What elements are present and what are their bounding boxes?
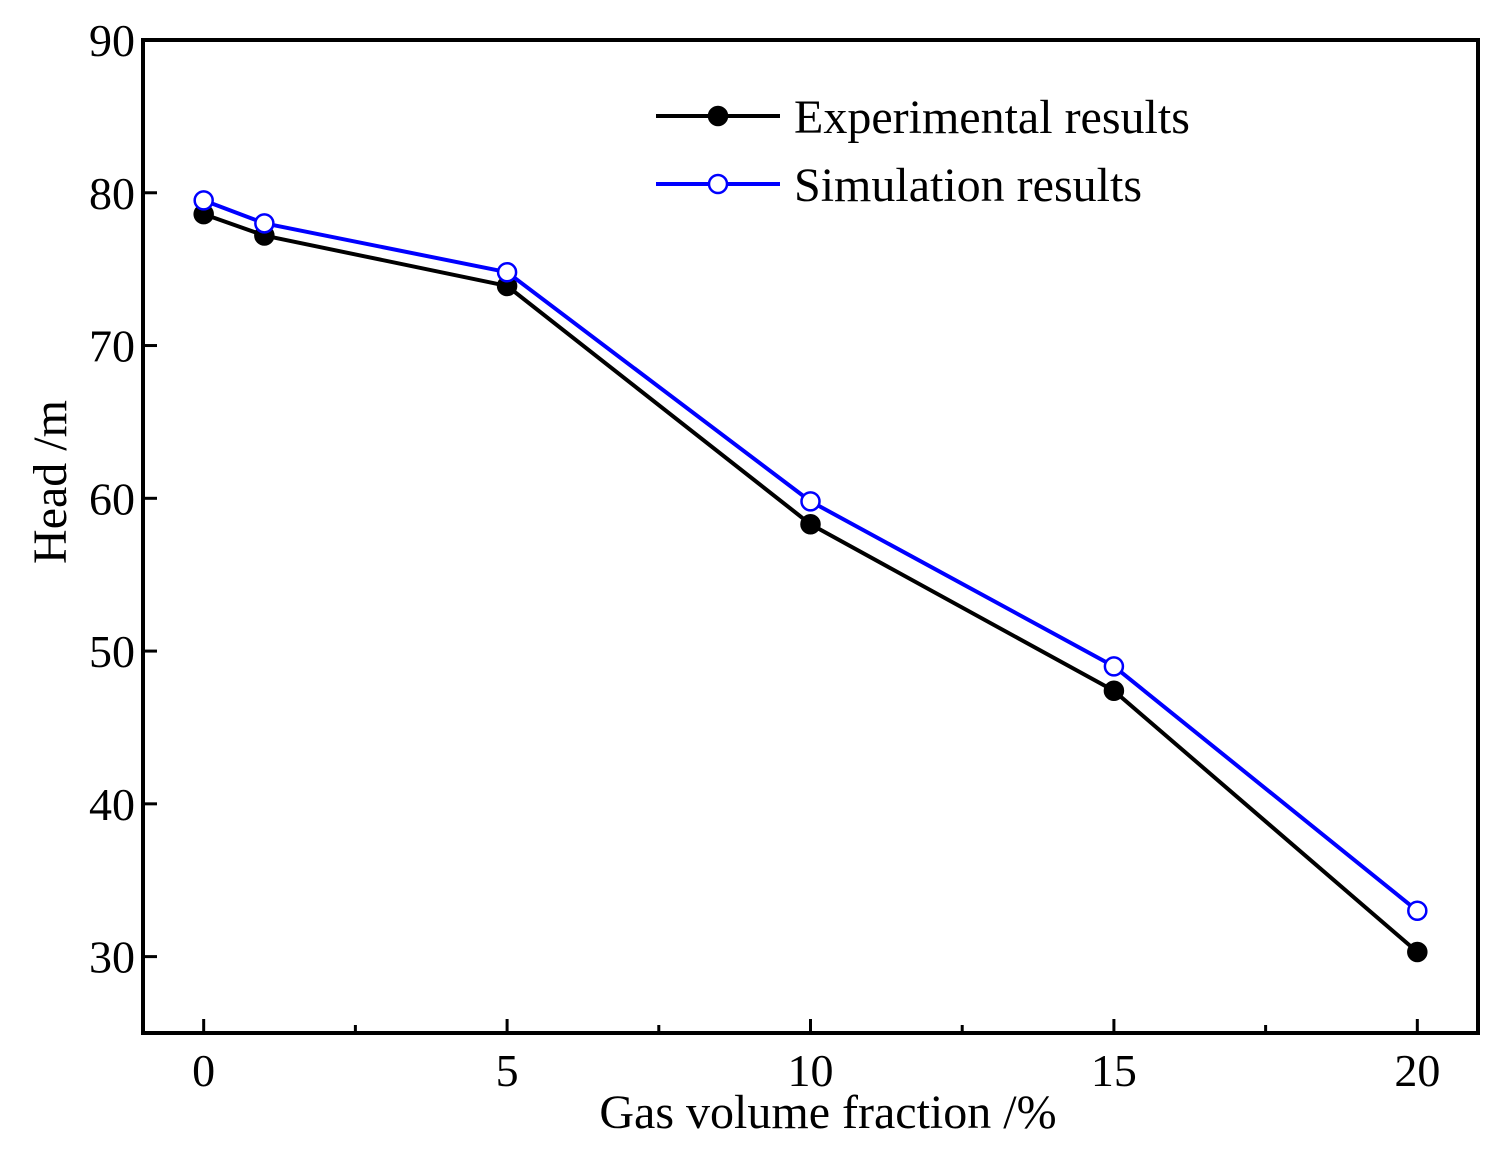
x-tick-label: 20 [1394,1045,1440,1096]
series-layer [193,190,1428,963]
y-axis-label: Head /m [24,400,77,564]
data-point-simulation-results [254,213,275,234]
data-point-simulation-results [1407,900,1428,922]
series-line-experimental-results [203,212,1419,954]
plot-frame [141,38,1480,1035]
data-point-simulation-results [1103,656,1125,677]
x-tick-label: 15 [1091,1045,1137,1096]
x-tick-label: 0 [192,1045,215,1096]
y-tick-label: 40 [89,779,135,830]
y-tick-label: 60 [89,473,135,524]
data-point-simulation-results [800,491,821,512]
legend: Experimental results Simulation results [656,91,1190,212]
x-tick-label: 5 [496,1045,519,1096]
legend-label-experimental-results: Experimental results [794,91,1190,144]
legend-label-simulation-results: Simulation results [794,159,1142,212]
y-tick-label: 30 [89,932,135,983]
y-tick-label: 80 [89,168,135,219]
y-tick-label: 50 [89,626,135,677]
series-line-simulation-results [202,198,1419,913]
legend-marker-experimental-results [707,105,729,127]
data-point-experimental-results [1103,680,1125,702]
x-tick-label: 10 [788,1045,834,1096]
data-point-simulation-results [193,190,214,211]
y-tick-label: 70 [89,321,135,372]
ticks-layer: 0 5 10 15 20 30 40 50 60 70 80 90 [89,15,1440,1096]
legend-marker-simulation-results [707,173,729,195]
data-point-simulation-results [496,261,518,283]
x-axis-label: Gas volume fraction /% [599,1086,1056,1139]
y-tick-label: 90 [89,15,135,66]
data-point-experimental-results [1407,941,1428,963]
data-point-experimental-results [800,514,821,535]
